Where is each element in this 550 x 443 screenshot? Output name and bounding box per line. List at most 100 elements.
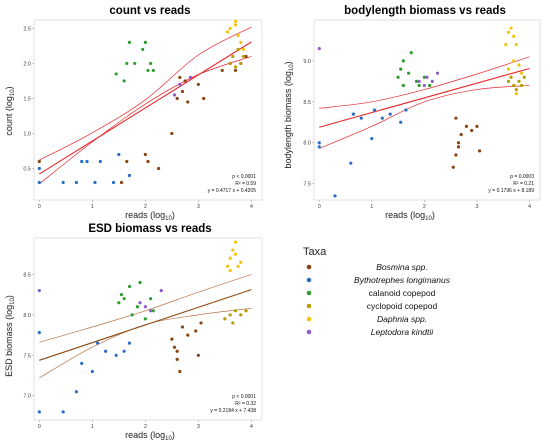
data-point: [506, 30, 511, 34]
data-point: [517, 79, 521, 83]
data-point: [228, 256, 232, 260]
legend-item-label: Bosmina spp.: [376, 262, 428, 272]
data-point: [172, 93, 177, 97]
data-point: [520, 71, 524, 75]
stats-annotation: y = 0.4717 x + 0.4205: [208, 188, 257, 194]
x-tick-label: 2: [144, 424, 147, 430]
data-point: [196, 353, 200, 357]
data-point: [231, 248, 235, 252]
data-point: [151, 68, 155, 73]
x-tick-label: 3: [197, 424, 200, 430]
data-point: [470, 128, 474, 133]
data-point: [186, 100, 190, 104]
data-point: [317, 145, 321, 149]
data-point: [159, 288, 163, 293]
data-point: [37, 166, 41, 171]
data-point: [417, 79, 421, 83]
data-point: [506, 79, 511, 83]
data-point: [512, 59, 516, 63]
y-tick-label: 7.5: [303, 182, 311, 188]
data-point: [459, 132, 463, 137]
data-point: [430, 79, 434, 83]
data-point: [143, 317, 147, 321]
data-point: [122, 79, 126, 83]
data-point: [372, 108, 377, 112]
data-point: [149, 297, 153, 301]
data-point: [231, 54, 235, 59]
data-point: [61, 410, 65, 414]
data-point: [236, 47, 240, 52]
data-point: [239, 61, 243, 66]
x-tick-label: 2: [144, 204, 147, 210]
data-point: [143, 152, 147, 157]
data-point: [127, 173, 132, 178]
data-point: [196, 82, 200, 87]
data-point: [37, 288, 41, 293]
data-point: [396, 75, 400, 79]
data-point: [127, 341, 132, 345]
legend-item-label: calanoid copepod: [369, 288, 436, 298]
y-axis-label: bodylength biomass (log10): [283, 61, 295, 168]
data-point: [233, 19, 238, 24]
regression-line: [39, 289, 252, 361]
data-point: [401, 59, 405, 63]
data-point: [475, 124, 479, 128]
data-point: [37, 410, 41, 414]
data-point: [422, 75, 426, 79]
x-tick-label: 0: [38, 424, 41, 430]
x-tick-label: 1: [370, 204, 373, 210]
data-point: [228, 61, 232, 66]
data-point: [135, 305, 139, 309]
stats-annotation: p < 0.0001: [232, 174, 256, 180]
data-point: [428, 83, 432, 88]
data-point: [244, 54, 248, 59]
data-point: [146, 159, 150, 164]
plot-frame: [33, 19, 263, 201]
data-point: [80, 159, 84, 164]
data-point: [127, 40, 132, 45]
data-point: [422, 83, 426, 88]
data-point: [233, 240, 238, 244]
legend-swatch: [306, 303, 312, 309]
ci-lower-line: [39, 56, 252, 185]
data-point: [143, 305, 147, 309]
data-point: [119, 293, 124, 297]
data-point: [404, 108, 408, 112]
data-point: [90, 369, 94, 374]
data-point: [61, 180, 65, 185]
data-point: [149, 309, 153, 313]
data-point: [138, 280, 142, 285]
data-point: [96, 341, 100, 345]
data-point: [409, 51, 413, 55]
data-point: [93, 180, 97, 185]
data-point: [170, 337, 174, 341]
data-point: [236, 264, 240, 268]
chart-title: ESD biomass vs reads: [88, 223, 211, 235]
stats-annotation: y = 0.1796 x + 8.189: [488, 188, 534, 194]
plot-frame: [33, 237, 263, 421]
data-point: [509, 75, 513, 79]
data-point: [157, 166, 161, 171]
data-point: [228, 313, 232, 317]
data-point: [239, 260, 243, 264]
x-axis-label: reads (log10): [385, 210, 435, 222]
y-tick-label: 8.5: [23, 272, 31, 278]
data-point: [239, 40, 243, 45]
data-point: [225, 264, 230, 268]
data-point: [103, 349, 108, 353]
data-point: [454, 153, 458, 157]
y-axis-label: count (log10): [4, 86, 16, 135]
y-tick-label: 0.5: [23, 166, 31, 172]
y-tick-label: 8.0: [23, 313, 31, 319]
chart-title: bodylength biomass vs reads: [344, 5, 506, 17]
data-point: [522, 75, 526, 79]
data-point: [504, 42, 508, 47]
data-point: [119, 180, 124, 185]
data-point: [414, 79, 419, 83]
data-point: [351, 112, 356, 116]
data-point: [517, 63, 521, 67]
data-point: [114, 72, 118, 76]
data-point: [477, 149, 482, 153]
data-point: [233, 309, 238, 313]
